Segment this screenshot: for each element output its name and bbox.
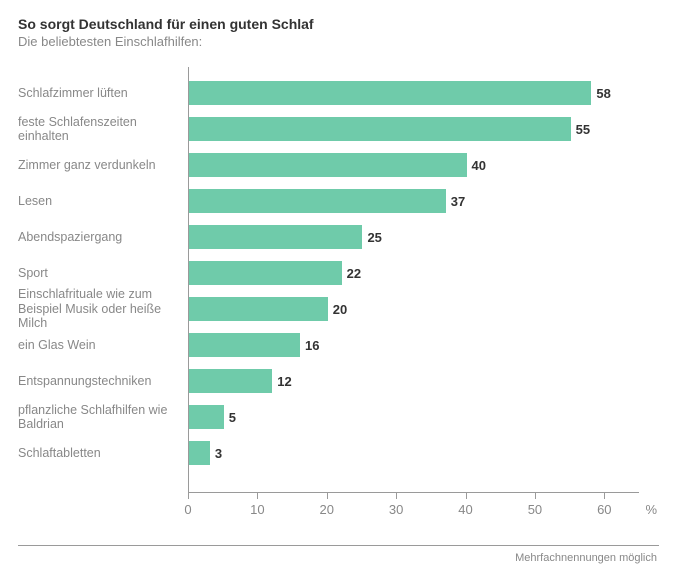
bar <box>189 333 300 357</box>
category-label: feste Schlafenszeiten einhalten <box>18 115 188 144</box>
x-tick-label: 10 <box>250 502 264 517</box>
category-label: Einschlafrituale wie zum Beispiel Musik … <box>18 287 188 330</box>
category-label: Lesen <box>18 189 188 213</box>
bar-value: 12 <box>271 369 291 393</box>
category-label: ein Glas Wein <box>18 333 188 357</box>
x-tick <box>466 493 467 499</box>
bar <box>189 153 467 177</box>
bar-row: pflanzliche Schlafhilfen wie Baldrian 5 <box>18 405 639 429</box>
chart-footnote: Mehrfachnennungen möglich <box>18 552 659 564</box>
bar-value: 20 <box>327 297 347 321</box>
bar-value: 40 <box>466 153 486 177</box>
x-tick-label: 50 <box>528 502 542 517</box>
category-label: Sport <box>18 261 188 285</box>
bar-area: 58 <box>188 81 639 105</box>
bar-value: 3 <box>209 441 222 465</box>
x-tick <box>396 493 397 499</box>
x-axis <box>188 492 639 493</box>
bar-row: Sport 22 <box>18 261 639 285</box>
chart-area: 0 10 20 30 40 50 60 % Schlafzimmer lüften 58 fes… <box>18 67 659 515</box>
bar-value: 5 <box>223 405 236 429</box>
x-tick <box>327 493 328 499</box>
bar <box>189 297 328 321</box>
chart-subtitle: Die beliebtesten Einschlafhilfen: <box>18 34 659 49</box>
bar <box>189 189 446 213</box>
bar-value: 16 <box>299 333 319 357</box>
bar-row: Entspannungstechniken 12 <box>18 369 639 393</box>
chart-container: So sorgt Deutschland für einen guten Sch… <box>0 0 683 564</box>
bar-area: 55 <box>188 117 639 141</box>
x-tick <box>604 493 605 499</box>
bar <box>189 405 224 429</box>
bar-area: 16 <box>188 333 639 357</box>
bar-area: 3 <box>188 441 639 465</box>
x-tick-label: 40 <box>458 502 472 517</box>
bar-row: Einschlafrituale wie zum Beispiel Musik … <box>18 297 639 321</box>
bar <box>189 117 571 141</box>
footer-rule <box>18 545 659 546</box>
bar-value: 55 <box>570 117 590 141</box>
category-label: Schlafzimmer lüften <box>18 81 188 105</box>
bar <box>189 261 342 285</box>
bar-area: 22 <box>188 261 639 285</box>
bar-value: 58 <box>590 81 610 105</box>
category-label: Entspannungstechniken <box>18 369 188 393</box>
bar-area: 40 <box>188 153 639 177</box>
category-label: Schlaftabletten <box>18 441 188 465</box>
category-label: pflanzliche Schlafhilfen wie Baldrian <box>18 403 188 432</box>
bar-row: Schlaftabletten 3 <box>18 441 639 465</box>
bar-row: Lesen 37 <box>18 189 639 213</box>
category-label: Zimmer ganz verdunkeln <box>18 153 188 177</box>
bar-area: 20 <box>188 297 639 321</box>
x-tick <box>535 493 536 499</box>
x-tick-label: 0 <box>184 502 191 517</box>
chart-title: So sorgt Deutschland für einen guten Sch… <box>18 16 659 32</box>
bar <box>189 369 272 393</box>
bar-row: Zimmer ganz verdunkeln 40 <box>18 153 639 177</box>
plot-area: 0102030405060 % Schlafzimmer lüften58fes… <box>188 67 639 493</box>
x-tick-label: 60 <box>597 502 611 517</box>
bar-row: Abendspaziergang 25 <box>18 225 639 249</box>
bar-row: feste Schlafenszeiten einhalten 55 <box>18 117 639 141</box>
bar-area: 25 <box>188 225 639 249</box>
x-tick-label: 30 <box>389 502 403 517</box>
bar-value: 37 <box>445 189 465 213</box>
bar <box>189 81 591 105</box>
bar-row: ein Glas Wein 16 <box>18 333 639 357</box>
x-tick-label: 20 <box>320 502 334 517</box>
x-tick <box>188 493 189 499</box>
bar <box>189 441 210 465</box>
bar <box>189 225 362 249</box>
bar-value: 22 <box>341 261 361 285</box>
bar-value: 25 <box>361 225 381 249</box>
x-axis-unit: % <box>645 502 657 517</box>
bar-row: Schlafzimmer lüften 58 <box>18 81 639 105</box>
x-tick <box>257 493 258 499</box>
bar-area: 5 <box>188 405 639 429</box>
bar-area: 12 <box>188 369 639 393</box>
category-label: Abendspaziergang <box>18 225 188 249</box>
bar-area: 37 <box>188 189 639 213</box>
